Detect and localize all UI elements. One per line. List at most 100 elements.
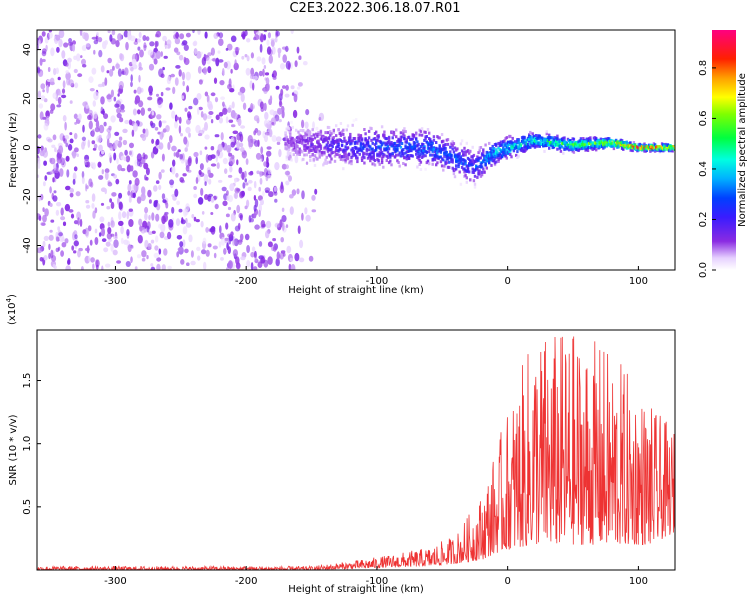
- noise-cell: [265, 77, 270, 85]
- noise-cell: [289, 194, 294, 199]
- spectral-cell: [453, 153, 457, 157]
- spectral-cell: [298, 147, 301, 151]
- noise-cell: [42, 240, 46, 248]
- spectral-cell: [430, 145, 433, 149]
- spectral-cell: [548, 146, 551, 150]
- noise-cell: [61, 158, 66, 162]
- spectral-cell: [403, 156, 406, 160]
- noise-cell: [58, 30, 65, 39]
- svg-text:(x104): (x104): [5, 294, 18, 325]
- spectral-cell: [411, 137, 414, 141]
- spectral-cell: [324, 158, 327, 162]
- spectral-cell: [508, 143, 511, 146]
- noise-cell: [91, 130, 95, 138]
- spectral-cell: [362, 154, 365, 158]
- noise-cell: [145, 167, 150, 176]
- noise-cell: [164, 44, 169, 49]
- spectral-cell: [320, 150, 324, 154]
- spectral-cell: [366, 139, 370, 143]
- spectral-cell: [645, 149, 648, 152]
- noise-cell: [50, 77, 55, 86]
- spectral-cell: [351, 139, 354, 143]
- noise-cell: [147, 49, 154, 56]
- noise-cell: [182, 80, 185, 87]
- spectral-cell: [367, 129, 371, 133]
- noise-cell: [222, 157, 228, 165]
- snr-series: [37, 336, 675, 570]
- spectral-cell: [349, 132, 352, 136]
- noise-cell: [62, 221, 67, 227]
- noise-cell: [193, 186, 197, 190]
- spectral-cell: [359, 145, 363, 149]
- noise-cell: [88, 76, 94, 83]
- spectral-cell: [303, 136, 306, 139]
- noise-cell: [106, 94, 112, 100]
- noise-cell: [205, 227, 209, 233]
- spectral-cell: [351, 154, 354, 158]
- spectral-cell: [522, 141, 525, 145]
- noise-cell: [253, 204, 257, 212]
- noise-cell: [244, 54, 248, 58]
- noise-cell: [236, 159, 239, 166]
- noise-cell: [104, 168, 110, 174]
- noise-cell: [215, 114, 220, 121]
- noise-cell: [40, 95, 46, 101]
- spectral-cell: [286, 151, 290, 155]
- noise-cell: [318, 112, 325, 122]
- noise-cell: [274, 222, 280, 228]
- noise-cell: [77, 249, 81, 258]
- noise-cell: [230, 212, 236, 222]
- spectral-cell: [473, 174, 477, 178]
- spectral-cell: [377, 134, 380, 138]
- noise-cell: [141, 189, 146, 198]
- noise-cell: [266, 146, 272, 150]
- spectral-cell: [391, 151, 394, 155]
- spectral-cell: [326, 141, 330, 144]
- noise-cell: [227, 83, 232, 90]
- spectral-cell: [449, 145, 452, 149]
- spectral-cell: [312, 133, 315, 137]
- noise-cell: [289, 257, 293, 262]
- spectral-cell: [406, 154, 410, 157]
- spectral-cell: [291, 125, 294, 129]
- spectral-cell: [319, 129, 323, 133]
- noise-cell: [49, 203, 53, 207]
- spectral-cell: [407, 149, 411, 153]
- noise-cell: [305, 109, 310, 116]
- noise-cell: [176, 235, 183, 240]
- spectral-cell: [329, 130, 332, 134]
- spectral-cell: [285, 147, 288, 151]
- spectral-cell: [563, 136, 566, 140]
- spectral-cell: [284, 131, 287, 135]
- spectral-cell: [535, 134, 538, 137]
- noise-cell: [48, 30, 52, 33]
- spectral-cell: [460, 139, 464, 143]
- noise-cell: [144, 212, 148, 221]
- spectral-cell: [480, 153, 484, 157]
- spectral-cell: [290, 120, 293, 124]
- noise-cell: [257, 139, 260, 147]
- noise-cell: [183, 136, 188, 145]
- spectral-cell: [491, 144, 494, 148]
- noise-cell: [220, 236, 226, 246]
- y-tick-label: 1.5: [22, 373, 33, 389]
- spectral-cell: [400, 151, 404, 155]
- noise-cell: [155, 235, 159, 243]
- noise-cell: [256, 170, 260, 175]
- spectral-cell: [302, 129, 305, 132]
- noise-cell: [81, 136, 86, 141]
- spectral-cell: [622, 147, 625, 151]
- noise-cell: [200, 220, 204, 228]
- noise-cell: [58, 92, 62, 96]
- spectral-cell: [419, 160, 423, 164]
- spectral-cell: [307, 148, 311, 152]
- spectral-cell: [371, 147, 374, 151]
- noise-cell: [259, 43, 263, 53]
- spectral-cell: [330, 143, 333, 147]
- spectral-cell: [444, 143, 447, 146]
- spectral-cell: [333, 159, 337, 163]
- noise-cell: [180, 133, 183, 137]
- spectral-cell: [456, 147, 459, 151]
- spectral-cell: [404, 130, 407, 134]
- spectral-cell: [387, 161, 391, 165]
